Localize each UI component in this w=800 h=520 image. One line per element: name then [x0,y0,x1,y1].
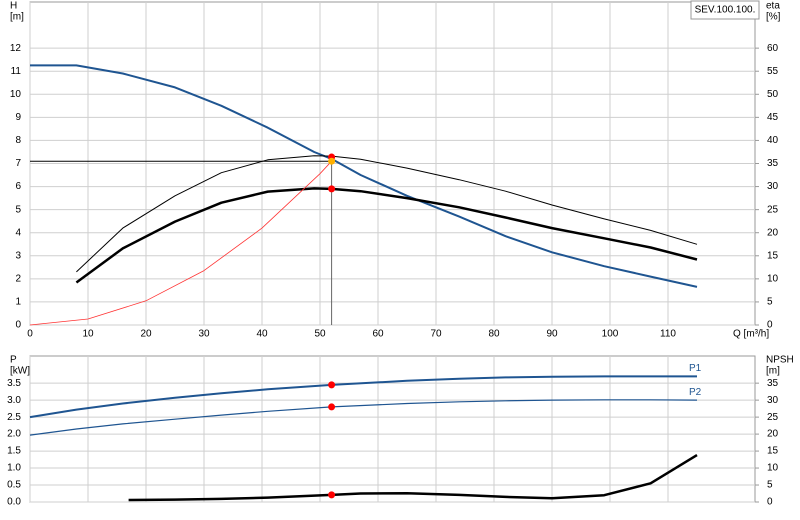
y-axis-unit: [m] [10,12,24,23]
x-tick-label: 110 [660,329,676,340]
operating-point [328,403,336,411]
y2-axis-unit: [m] [766,366,780,377]
y2-tick-label: 10 [767,273,779,284]
x-tick-label: 90 [546,329,558,340]
y2-tick-label: 5 [767,297,773,308]
y2-tick-label: 20 [767,429,779,440]
x-tick-label: 70 [430,329,442,340]
y2-tick-label: 15 [767,250,779,261]
y-tick-label: 3.0 [7,395,21,406]
x-tick-label: 20 [140,329,152,340]
x-tick-label: 30 [198,329,210,340]
y-tick-label: 10 [10,89,22,100]
y2-tick-label: 15 [767,446,779,457]
y-tick-label: 8 [15,135,21,146]
y2-tick-label: 25 [767,204,779,215]
y2-tick-label: 10 [767,463,779,474]
y2-tick-label: 35 [767,158,779,169]
series-line [29,399,698,436]
y2-tick-label: 55 [767,66,779,77]
y-tick-label: 2.5 [7,412,21,423]
y2-tick-label: 35 [767,378,779,389]
series-line [29,160,332,326]
y2-tick-label: 30 [767,395,779,406]
y-tick-label: 12 [10,43,22,54]
y-tick-label: 3.5 [7,378,21,389]
operating-point [328,381,336,389]
y-tick-label: 0 [15,320,21,331]
y2-tick-label: 5 [767,480,773,491]
y2-tick-label: 0 [767,497,773,508]
model-label: SEV.100.100. [695,5,756,16]
plot-frame [29,355,756,503]
y-tick-label: 0.0 [7,497,21,508]
series-line [75,187,698,284]
model-box [690,0,760,20]
y2-tick-label: 0 [767,320,773,331]
y-tick-label: 5 [15,204,21,215]
y2-tick-label: 50 [767,89,779,100]
y2-tick-label: 30 [767,181,779,192]
y-tick-label: 2.0 [7,429,21,440]
y-tick-label: 9 [15,112,21,123]
y-tick-label: 6 [15,181,21,192]
y-axis-unit: [kW] [10,366,30,377]
y2-tick-label: 20 [767,227,779,238]
y-tick-label: 0.5 [7,480,21,491]
x-tick-label: 100 [602,329,619,340]
y-axis-label: H [10,1,17,12]
y-tick-label: 1 [15,297,21,308]
series-label: P2 [689,387,702,398]
series-line [29,375,697,419]
x-axis-label: Q [m³/h] [733,329,769,340]
x-tick-label: 60 [372,329,384,340]
series-line [30,64,698,288]
y2-tick-label: 40 [767,135,779,146]
operating-point [328,185,336,193]
y2-tick-label: 45 [767,112,779,123]
series-line [76,155,698,273]
y-axis-label: P [10,355,17,366]
y-tick-label: 1.5 [7,446,21,457]
x-tick-label: 50 [314,329,326,340]
x-tick-label: 40 [256,329,268,340]
y-tick-label: 2 [15,273,21,284]
y2-axis-label: NPSH [766,355,794,366]
y2-axis-label: eta [766,1,780,12]
operating-point [328,157,336,165]
x-tick-label: 0 [27,329,33,340]
y2-tick-label: 60 [767,43,779,54]
y-tick-label: 1.0 [7,463,21,474]
x-tick-label: 80 [488,329,500,340]
operating-point [328,491,336,499]
y-tick-label: 7 [15,158,21,169]
y-tick-label: 4 [15,227,21,238]
x-tick-label: 10 [82,329,94,340]
y-tick-label: 3 [15,250,21,261]
y2-tick-label: 25 [767,412,779,423]
y-tick-label: 11 [11,66,22,77]
series-label: P1 [689,363,702,374]
y2-axis-unit: [%] [766,12,781,23]
series-line [128,454,698,502]
